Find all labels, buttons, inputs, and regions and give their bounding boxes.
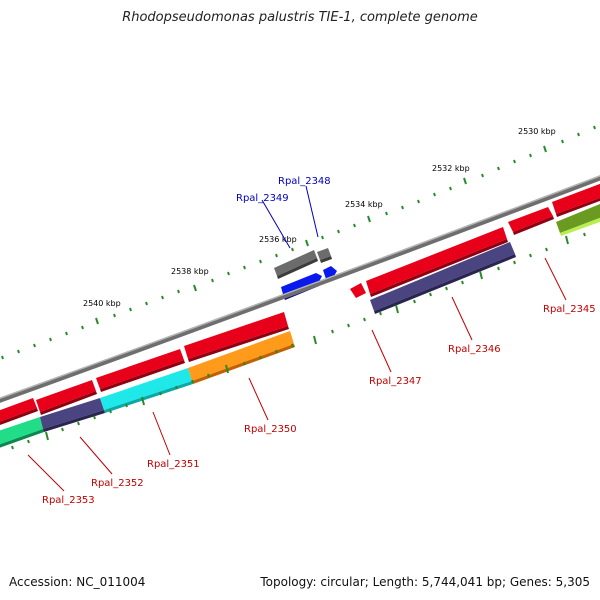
label-rpal-2349: Rpal_2349 xyxy=(236,193,289,204)
label-rpal-2352: Rpal_2352 xyxy=(91,478,144,489)
leader-lines xyxy=(27,185,567,492)
gene-rpal-2346-slate[interactable] xyxy=(370,242,515,311)
gene-rpal-2350[interactable] xyxy=(188,331,294,381)
gene-red-3[interactable] xyxy=(96,349,184,389)
label-rpal-2348: Rpal_2348 xyxy=(278,176,331,187)
label-rpal-2350: Rpal_2350 xyxy=(244,424,297,435)
gene-red-1[interactable] xyxy=(0,398,37,422)
accession-text: Accession: NC_011004 xyxy=(9,575,146,589)
gene-red-4[interactable] xyxy=(184,312,288,359)
gene-rpal-2345-lime[interactable] xyxy=(556,202,600,233)
genome-backbone xyxy=(0,175,600,403)
gene-red-2345b[interactable] xyxy=(552,182,600,214)
gene-row-reverse xyxy=(0,202,600,448)
label-rpal-2346: Rpal_2346 xyxy=(448,344,501,355)
label-rpal-2347: Rpal_2347 xyxy=(369,376,422,387)
gene-rpal-2349[interactable] xyxy=(274,250,318,279)
kbp-label-2534: 2534 kbp xyxy=(345,200,383,209)
gene-rpal-2351[interactable] xyxy=(100,368,192,410)
kbp-label-2536: 2536 kbp xyxy=(259,235,297,244)
gene-red-2[interactable] xyxy=(36,380,96,412)
gene-row-forward xyxy=(0,182,600,425)
gene-rpal-2348[interactable] xyxy=(317,248,332,263)
gene-red-2346[interactable] xyxy=(366,227,507,294)
topology-text: Topology: circular; Length: 5,744,041 bp… xyxy=(260,575,590,589)
gene-red-2347[interactable] xyxy=(350,283,366,298)
kbp-label-2532: 2532 kbp xyxy=(432,164,470,173)
kbp-label-2530: 2530 kbp xyxy=(518,127,556,136)
label-rpal-2353: Rpal_2353 xyxy=(42,495,95,506)
gene-rpal-2352[interactable] xyxy=(40,398,104,429)
outer-tick-row xyxy=(1,125,596,360)
inner-tick-row xyxy=(11,232,586,450)
gene-rpal-2348-blue[interactable] xyxy=(323,266,337,281)
label-rpal-2351: Rpal_2351 xyxy=(147,459,200,470)
kbp-label-2540: 2540 kbp xyxy=(83,299,121,308)
kbp-label-2538: 2538 kbp xyxy=(171,267,209,276)
map-title: Rhodopseudomonas palustris TIE-1, comple… xyxy=(122,10,478,25)
gene-red-2345a[interactable] xyxy=(508,207,553,232)
label-rpal-2345: Rpal_2345 xyxy=(543,304,596,315)
gene-rpal-2353[interactable] xyxy=(0,417,43,445)
